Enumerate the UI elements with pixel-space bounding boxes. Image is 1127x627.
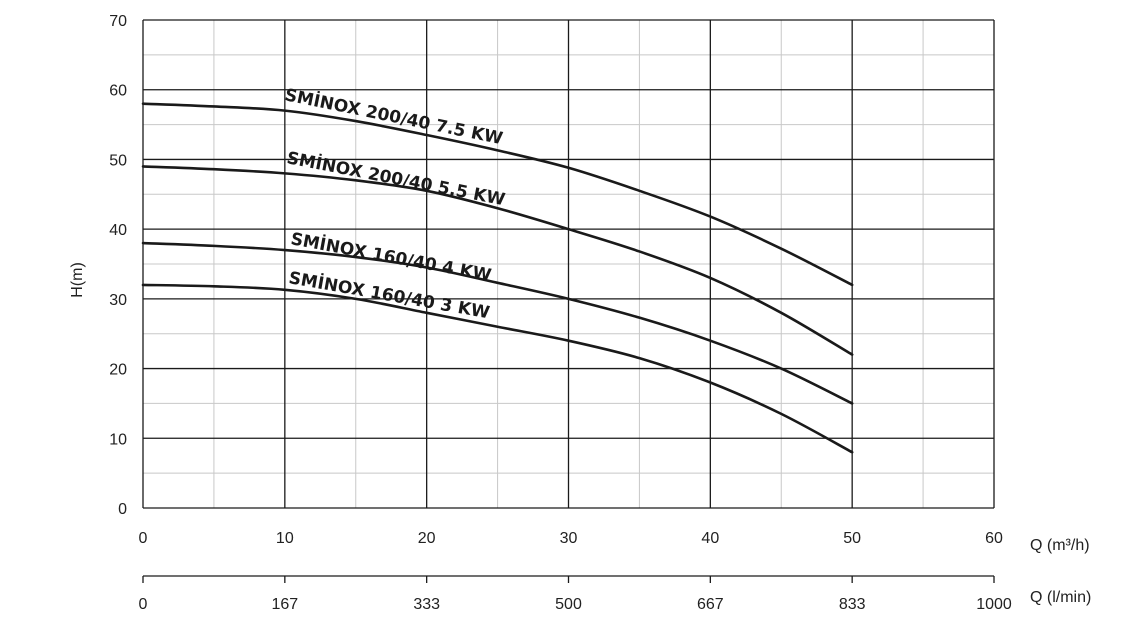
series-line-0 [141,102,854,287]
x2-tick-label: 1000 [976,596,1012,613]
x2-tick-label: 833 [839,596,866,613]
x-tick-label: 50 [843,530,861,547]
x2-tick-label: 0 [139,596,148,613]
x-axis-ticks: 0 10 20 30 40 50 60 [139,530,1003,547]
x-axis-title: Q (m³/h) [1030,537,1090,554]
x-tick-label: 10 [276,530,294,547]
x2-tick-label: 667 [697,596,724,613]
y-axis-ticks: 0 10 20 30 40 50 60 70 [109,13,127,518]
x2-tick-label: 167 [271,596,298,613]
series-line-1 [141,165,854,356]
y-axis-title: H(m) [69,262,86,298]
y-tick-label: 20 [109,362,127,379]
pump-curves [141,102,854,454]
series-label-1: SMİNOX 200/40 5.5 KW [285,146,507,210]
y-tick-label: 30 [109,292,127,309]
x2-tick-label: 333 [413,596,440,613]
y-tick-label: 70 [109,13,127,30]
x-tick-label: 0 [139,530,148,547]
series-label-0: SMİNOX 200/40 7.5 KW [283,83,505,149]
x-tick-label: 60 [985,530,1003,547]
series-line-2 [141,241,854,405]
x-tick-label: 30 [560,530,578,547]
y-tick-label: 40 [109,222,127,239]
x2-axis-title: Q (l/min) [1030,589,1091,606]
series-line-3 [141,283,854,454]
secondary-x-axis: 0 167 333 500 667 833 1000 [139,575,1012,613]
y-tick-label: 10 [109,431,127,448]
x2-tick-label: 500 [555,596,582,613]
y-tick-label: 50 [109,152,127,169]
y-tick-label: 0 [118,501,127,518]
x-tick-label: 40 [701,530,719,547]
y-tick-label: 60 [109,83,127,100]
x-tick-label: 20 [418,530,436,547]
